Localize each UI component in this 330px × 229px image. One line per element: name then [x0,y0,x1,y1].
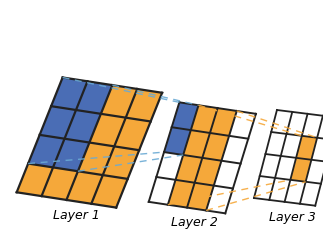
Polygon shape [168,180,195,208]
Polygon shape [312,138,330,162]
Text: Layer 3: Layer 3 [269,210,316,223]
Polygon shape [296,136,317,160]
Polygon shape [271,111,292,134]
Polygon shape [101,86,137,118]
Text: Layer 1: Layer 1 [52,208,99,221]
Polygon shape [290,158,312,182]
Polygon shape [269,178,290,202]
Polygon shape [51,78,87,111]
Polygon shape [191,106,217,133]
Polygon shape [176,155,202,183]
Polygon shape [78,143,114,175]
Polygon shape [195,158,221,186]
Polygon shape [28,135,65,168]
Polygon shape [210,109,237,136]
Polygon shape [183,131,210,158]
Polygon shape [66,172,103,204]
Polygon shape [40,107,76,139]
Polygon shape [214,161,241,189]
Polygon shape [89,114,126,147]
Polygon shape [317,116,330,140]
Polygon shape [103,147,139,179]
Polygon shape [286,112,308,136]
Polygon shape [229,112,256,139]
Polygon shape [206,186,233,213]
Polygon shape [281,134,302,158]
Text: Layer 2: Layer 2 [171,215,218,228]
Polygon shape [53,139,89,172]
Polygon shape [91,175,128,208]
Polygon shape [260,154,281,178]
Polygon shape [300,182,321,206]
Polygon shape [275,156,296,180]
Polygon shape [164,128,191,155]
Polygon shape [76,82,113,114]
Polygon shape [306,160,327,184]
Polygon shape [221,136,248,164]
Polygon shape [42,168,78,200]
Polygon shape [284,180,306,204]
Polygon shape [114,118,151,150]
Polygon shape [149,177,176,205]
Polygon shape [265,132,286,156]
Polygon shape [156,153,183,180]
Polygon shape [187,183,214,210]
Polygon shape [172,103,198,131]
Polygon shape [302,114,323,138]
Polygon shape [126,90,162,122]
Polygon shape [254,176,275,200]
Polygon shape [202,133,229,161]
Polygon shape [17,164,53,196]
Polygon shape [65,111,101,143]
